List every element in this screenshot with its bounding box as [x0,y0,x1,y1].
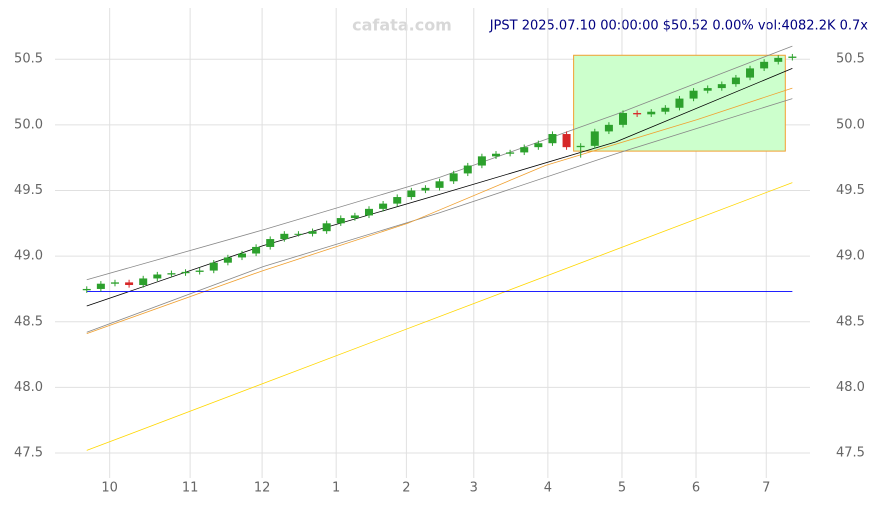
x-tick-label: 5 [618,481,626,496]
x-tick-label: 4 [544,481,552,496]
candle-body [619,113,628,125]
candle-body [675,98,684,108]
overlay-line [86,68,793,307]
candle-body [435,181,444,188]
candle-body [308,231,317,234]
y-tick-label: 47.5 [14,446,43,461]
candle-body [96,283,105,289]
y-tick-label-right: 48.0 [836,380,865,395]
candle-body [266,239,275,247]
candle-body [139,278,148,286]
candle-body [379,203,388,209]
candle-body [209,262,218,271]
candle-body [463,165,472,174]
candle-body [647,111,656,115]
candle-body [223,257,232,263]
x-tick-label: 2 [402,481,410,496]
candle-body [689,90,698,99]
candle-body [407,190,416,198]
candle-body [506,152,515,154]
candle-body [322,223,331,232]
candle-body [604,124,613,132]
candle-body [492,153,501,157]
candle-body [717,84,726,89]
candle-body [520,147,529,153]
candle-body [393,197,402,204]
x-tick-label: 11 [182,481,199,496]
y-tick-label-right: 49.5 [836,183,865,198]
candle-body [774,57,783,62]
candle-body [294,233,303,235]
candle-body [548,134,557,144]
candle-body [252,246,261,254]
candle-body [590,131,599,146]
candle-body [153,274,162,279]
x-tick-label: 12 [254,481,271,496]
candle-body [350,215,359,219]
overlay-line [86,182,793,451]
candle-body [364,208,373,216]
chart-title: JPST 2025.07.10 00:00:00 $50.52 0.00% vo… [489,19,869,34]
candle-body [181,271,190,274]
candle-body [421,187,430,191]
candle-body [125,282,134,286]
candle-body [760,61,769,69]
candle-body [449,173,458,182]
candle-body [661,107,670,112]
overlay-line [86,45,793,281]
y-tick-label: 49.0 [14,249,43,264]
x-tick-label: 3 [470,481,478,496]
candle-body [788,56,797,58]
candle-body [731,77,740,85]
watermark: cafata.com [352,16,452,35]
candle-body [336,218,345,224]
y-tick-label-right: 47.5 [836,446,865,461]
candle-body [534,143,543,148]
y-tick-label-right: 48.5 [836,314,865,329]
x-tick-label: 7 [762,481,770,496]
y-tick-label: 48.0 [14,380,43,395]
candle-body [746,68,755,78]
candle-body [633,113,642,115]
y-tick-label-right: 49.0 [836,249,865,264]
candle-body [576,145,585,148]
candle-body [237,253,246,258]
y-tick-label: 48.5 [14,314,43,329]
candle-body [280,233,289,240]
overlay-line [86,98,793,333]
x-tick-label: 6 [692,481,700,496]
overlay-line [86,87,793,334]
y-tick-label: 50.5 [14,52,43,67]
y-tick-label: 50.0 [14,117,43,132]
candle-body [110,282,119,284]
x-tick-label: 10 [101,481,118,496]
candle-body [195,270,204,272]
x-tick-label: 1 [332,481,340,496]
candle-body [562,134,571,148]
y-tick-label-right: 50.0 [836,117,865,132]
y-tick-label-right: 50.5 [836,52,865,67]
candle-body [167,273,176,275]
y-tick-label: 49.5 [14,183,43,198]
candle-body [703,88,712,91]
candle-body [477,156,486,166]
candle-body [82,288,91,291]
